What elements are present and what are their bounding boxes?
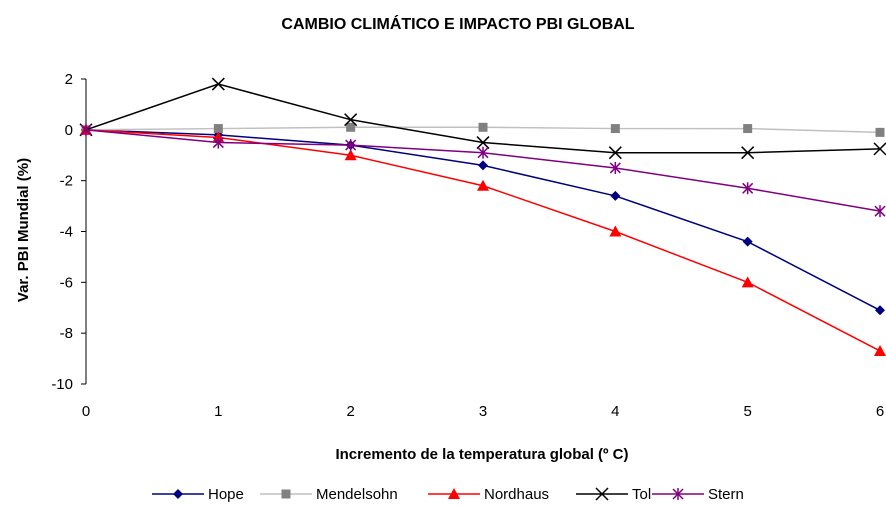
data-point-mendelsohn xyxy=(875,127,885,137)
data-point-mendelsohn xyxy=(478,122,488,132)
data-point-nordhaus xyxy=(741,276,754,288)
data-point-tol xyxy=(608,146,622,160)
axes: 2 0 -2 -4 -6 -8 -10 0 1 2 3 4 5 6 xyxy=(51,71,884,420)
x-tick-label: 1 xyxy=(214,403,222,420)
marker-stroke xyxy=(476,136,490,150)
y-axis-label: Var. PBI Mundial (%) xyxy=(15,158,32,302)
legend-item-hope: Hope xyxy=(152,486,244,503)
chart-title: CAMBIO CLIMÁTICO E IMPACTO PBI GLOBAL xyxy=(281,14,634,33)
x-tick-label: 4 xyxy=(611,403,619,420)
data-point-mendelsohn xyxy=(743,124,753,134)
marker-stroke xyxy=(741,146,755,160)
legend-item-tol: Tol xyxy=(576,486,651,503)
y-tick-label: -8 xyxy=(60,325,73,342)
y-tick-label: -4 xyxy=(60,224,73,241)
data-point-nordhaus xyxy=(344,149,357,161)
data-point-nordhaus xyxy=(874,344,886,356)
series-stern xyxy=(80,123,886,218)
data-point-tol xyxy=(873,142,886,156)
data-point-hope xyxy=(610,190,621,201)
legend-marker-hope xyxy=(173,489,183,499)
y-tick-label: -2 xyxy=(60,173,73,190)
legend-label-hope: Hope xyxy=(208,486,244,503)
legend-marker-mendelsohn xyxy=(281,489,291,499)
legend-label-stern: Stern xyxy=(708,486,744,503)
marker-stroke xyxy=(873,142,886,156)
marker-stroke xyxy=(595,487,609,501)
marker-stroke xyxy=(344,113,358,127)
data-point-stern xyxy=(345,139,357,152)
legend-marker-nordhaus xyxy=(448,488,460,499)
legend: Hope Mendelsohn Nordhaus Tol Stern xyxy=(152,486,744,503)
data-point-tol xyxy=(344,113,358,127)
x-tick-label: 0 xyxy=(82,403,90,420)
data-point-hope xyxy=(742,236,753,247)
y-tick-label: 0 xyxy=(65,122,73,139)
data-point-stern xyxy=(742,182,754,195)
marker-stroke xyxy=(211,77,225,91)
series-tol xyxy=(79,77,886,160)
legend-item-mendelsohn: Mendelsohn xyxy=(260,486,398,503)
x-tick-label: 3 xyxy=(479,403,487,420)
data-point-mendelsohn xyxy=(213,124,223,134)
data-point-nordhaus xyxy=(477,179,489,191)
data-point-hope xyxy=(875,305,885,316)
y-tick-label: 2 xyxy=(65,71,73,88)
data-point-hope xyxy=(478,160,488,171)
y-tick-label: -6 xyxy=(60,274,73,291)
data-point-stern xyxy=(212,136,224,149)
legend-label-mendelsohn: Mendelsohn xyxy=(316,486,398,503)
legend-item-stern: Stern xyxy=(652,486,744,503)
data-point-tol xyxy=(476,136,490,150)
marker-stroke xyxy=(608,146,622,160)
legend-label-nordhaus: Nordhaus xyxy=(484,486,549,503)
x-tick-label: 2 xyxy=(346,403,354,420)
legend-marker-stern xyxy=(672,488,684,500)
series-layer xyxy=(79,77,886,356)
data-point-tol xyxy=(741,146,755,160)
data-point-stern xyxy=(80,123,92,136)
legend-marker-tol xyxy=(595,487,609,501)
data-point-tol xyxy=(211,77,225,91)
data-point-stern xyxy=(874,205,886,218)
data-point-stern xyxy=(477,146,489,159)
data-point-mendelsohn xyxy=(610,124,620,134)
x-tick-label: 6 xyxy=(876,403,884,420)
x-axis-label: Incremento de la temperatura global (º C… xyxy=(335,446,628,463)
legend-item-nordhaus: Nordhaus xyxy=(428,486,549,503)
legend-label-tol: Tol xyxy=(632,486,651,503)
x-tick-label: 5 xyxy=(743,403,751,420)
y-tick-label: -10 xyxy=(51,376,73,393)
data-point-nordhaus xyxy=(609,225,622,237)
data-point-mendelsohn xyxy=(346,122,356,132)
data-point-stern xyxy=(609,161,621,174)
